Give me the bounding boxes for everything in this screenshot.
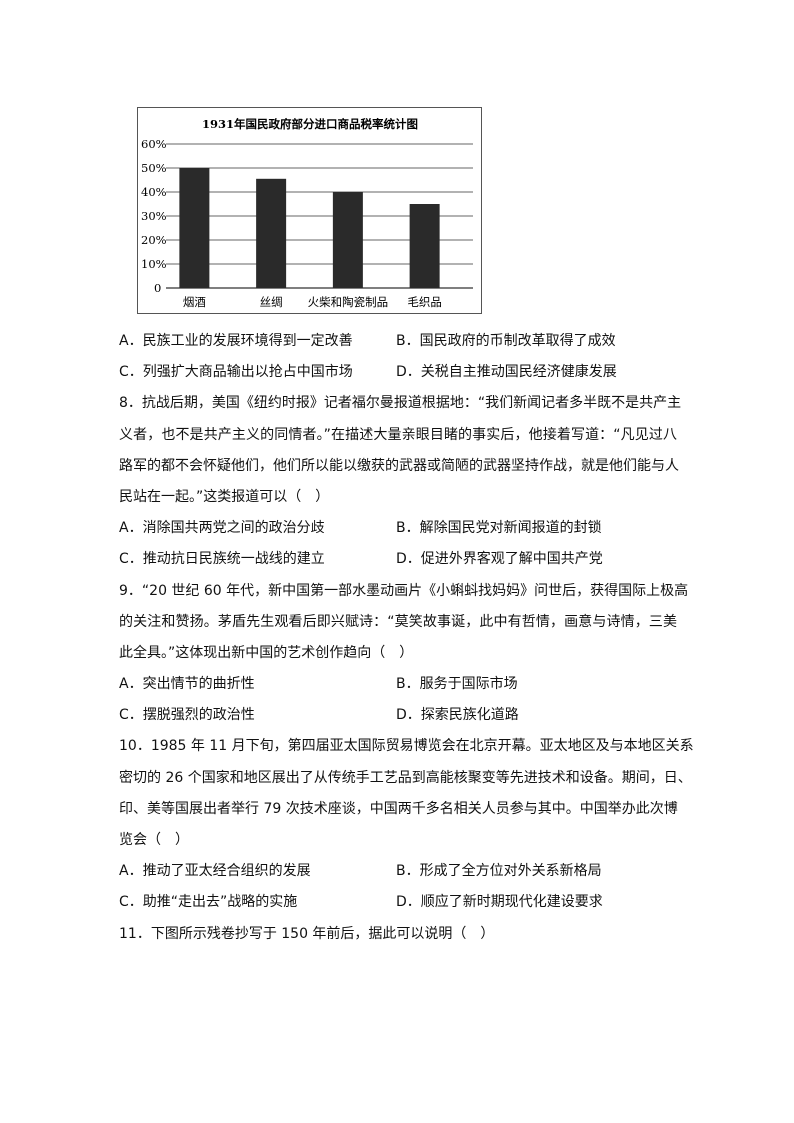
option-row: C．推动抗日民族统一战线的建立 D．促进外界客观了解中国共产党 bbox=[119, 548, 677, 579]
option-row: A．消除国共两党之间的政治分歧 B．解除国民党对新闻报道的封锁 bbox=[119, 517, 677, 548]
y-tick-label: 20% bbox=[141, 233, 167, 247]
option-row: A．推动了亚太经合组织的发展 B．形成了全方位对外关系新格局 bbox=[119, 860, 677, 891]
option-row: C．摆脱强烈的政治性 D．探索民族化道路 bbox=[119, 704, 677, 735]
question-stem-line: 路军的都不会怀疑他们，他们所以能以缴获的武器或简陋的武器坚持作战，就是他们能与人 bbox=[119, 457, 679, 474]
chart-title: 1931年国民政府部分进口商品税率统计图 bbox=[202, 117, 418, 131]
option-row: A．民族工业的发展环境得到一定改善 B．国民政府的币制改革取得了成效 bbox=[119, 330, 677, 361]
answer-option[interactable]: C．摆脱强烈的政治性 bbox=[119, 707, 255, 724]
x-category-label: 烟酒 bbox=[183, 295, 206, 309]
question-stem-line: 11．下图所示残卷抄写于 150 年前后，据此可以说明（ ） bbox=[119, 925, 495, 942]
answer-option[interactable]: D．促进外界客观了解中国共产党 bbox=[396, 551, 603, 568]
answer-option[interactable]: A．民族工业的发展环境得到一定改善 bbox=[119, 333, 353, 349]
answer-option[interactable]: C．列强扩大商品输出以抢占中国市场 bbox=[119, 364, 353, 381]
bar bbox=[332, 192, 363, 288]
y-tick-label: 40% bbox=[141, 185, 167, 199]
tax-rate-chart: 1931年国民政府部分进口商品税率统计图 0 10% 20% 30% 40% 50% 60% 烟… bbox=[137, 107, 482, 314]
answer-option[interactable]: B．服务于国际市场 bbox=[396, 676, 518, 693]
x-category-label: 丝绸 bbox=[260, 295, 283, 309]
chart-svg: 1931年国民政府部分进口商品税率统计图 0 10% 20% 30% 40% 50% 60% 烟… bbox=[141, 117, 473, 309]
y-tick-label: 0 bbox=[154, 281, 161, 295]
answer-option[interactable]: B．国民政府的币制改革取得了成效 bbox=[396, 333, 616, 349]
y-tick-label: 10% bbox=[141, 257, 167, 271]
question-stem-line: 义者，也不是共产主义的同情者。”在描述大量亲眼目睹的事实后，他接着写道：“凡见过… bbox=[119, 426, 677, 443]
y-tick-label: 50% bbox=[141, 161, 167, 175]
option-row: C．助推“走出去”战略的实施 D．顺应了新时期现代化建设要求 bbox=[119, 891, 677, 922]
answer-option[interactable]: D．顺应了新时期现代化建设要求 bbox=[396, 894, 603, 911]
answer-option[interactable]: C．助推“走出去”战略的实施 bbox=[119, 894, 298, 911]
bar bbox=[179, 168, 210, 288]
x-category-label: 毛织品 bbox=[407, 295, 442, 309]
answer-option[interactable]: A．突出情节的曲折性 bbox=[119, 676, 255, 693]
question-stem-line: 民站在一起。”这类报道可以（ ） bbox=[119, 488, 330, 505]
bar bbox=[256, 178, 287, 288]
question-stem-line: 10．1985 年 11 月下旬，第四届亚太国际贸易博览会在北京开幕。亚太地区及… bbox=[119, 738, 694, 755]
question-stem-line: 览会（ ） bbox=[119, 832, 189, 848]
option-row: A．突出情节的曲折性 B．服务于国际市场 bbox=[119, 673, 677, 704]
answer-option[interactable]: B．解除国民党对新闻报道的封锁 bbox=[396, 520, 602, 537]
y-tick-label: 30% bbox=[141, 209, 167, 223]
option-row: C．列强扩大商品输出以抢占中国市场 D．关税自主推动国民经济健康发展 bbox=[119, 361, 677, 392]
bar bbox=[409, 204, 440, 288]
answer-option[interactable]: C．推动抗日民族统一战线的建立 bbox=[119, 551, 325, 568]
answer-option[interactable]: B．形成了全方位对外关系新格局 bbox=[396, 863, 602, 880]
x-category-label: 火柴和陶瓷制品 bbox=[308, 295, 389, 309]
answer-option[interactable]: D．关税自主推动国民经济健康发展 bbox=[396, 364, 617, 381]
question-stem-line: 密切的 26 个国家和地区展出了从传统手工艺品到高能核聚变等先进技术和设备。期间… bbox=[119, 769, 692, 786]
question-stem-line: 此全具。”这体现出新中国的艺术创作趋向（ ） bbox=[119, 644, 414, 661]
question-stem-line: 印、美等国展出者举行 79 次技术座谈，中国两千多名相关人员参与其中。中国举办此… bbox=[119, 800, 678, 817]
question-stem-line: 8．抗战后期，美国《纽约时报》记者福尔曼报道根据地：“我们新闻记者多半既不是共产… bbox=[119, 395, 682, 412]
questions: A．民族工业的发展环境得到一定改善 B．国民政府的币制改革取得了成效 C．列强扩大商… bbox=[119, 330, 694, 954]
answer-option[interactable]: D．探索民族化道路 bbox=[396, 707, 519, 724]
question-stem-line: 的关注和赞扬。茅盾先生观看后即兴赋诗：“莫笑故事诞，此中有哲情，画意与诗情，三美 bbox=[119, 613, 677, 630]
answer-option[interactable]: A．推动了亚太经合组织的发展 bbox=[119, 863, 311, 880]
y-tick-label: 60% bbox=[141, 137, 167, 151]
question-stem-line: 9．“20 世纪 60 年代，新中国第一部水墨动画片《小蝌蚪找妈妈》问世后，获得… bbox=[119, 582, 689, 599]
answer-option[interactable]: A．消除国共两党之间的政治分歧 bbox=[119, 520, 325, 537]
